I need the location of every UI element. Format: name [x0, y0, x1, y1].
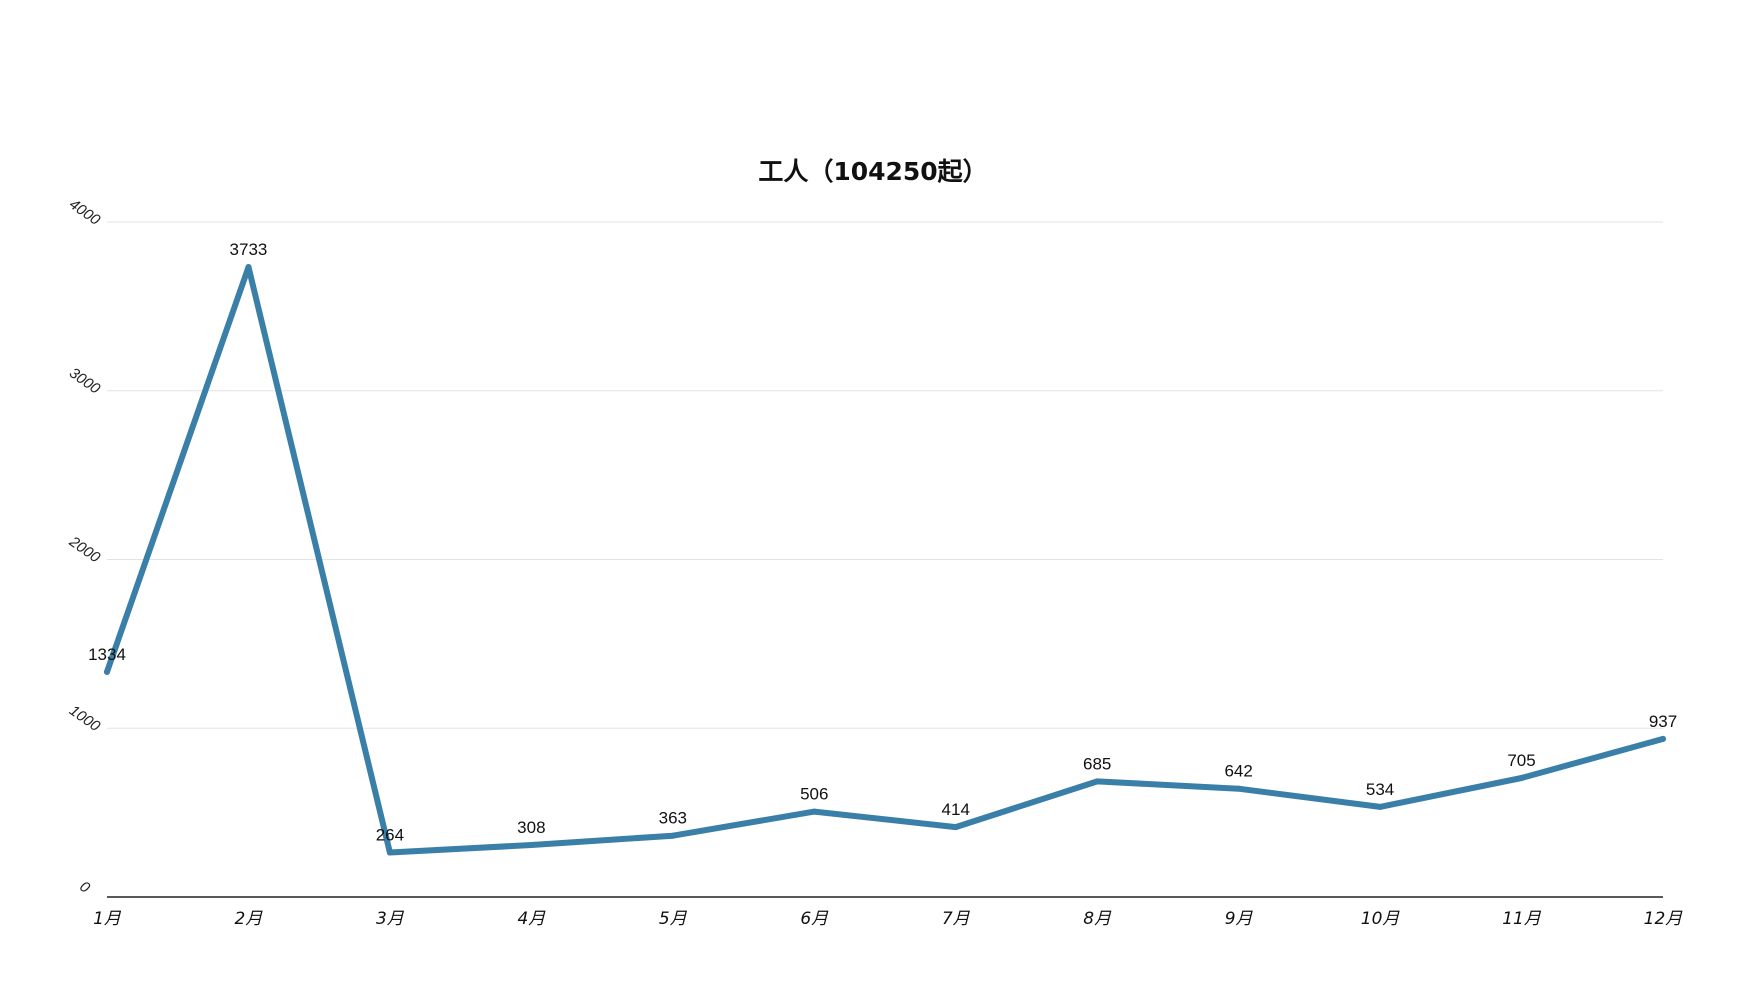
data-label: 1334: [88, 645, 126, 664]
data-point: [669, 832, 676, 839]
data-label: 3733: [230, 240, 268, 259]
data-point: [811, 808, 818, 815]
data-point: [386, 849, 393, 856]
x-axis-ticks: 1月 2月 3月 4月 5月 6月 7月 8月 9月 10月 11月 12月: [93, 909, 1683, 929]
series-line: [104, 264, 1666, 856]
data-point: [528, 842, 535, 849]
x-tick-label: 10月: [1361, 909, 1401, 929]
x-tick-label: 1月: [93, 909, 122, 929]
y-axis-ticks: 0 1000 2000 3000 4000: [65, 196, 103, 897]
y-tick-label: 2000: [65, 533, 103, 567]
x-tick-label: 7月: [942, 909, 971, 929]
data-labels: 1334 3733 264 308 363 506 414 685 642 534 705 937: [88, 240, 1677, 844]
data-point: [1660, 735, 1666, 742]
data-points: [104, 264, 1666, 856]
data-point: [245, 264, 252, 271]
chart-title: 工人（104250起）: [758, 157, 987, 186]
data-label: 363: [659, 809, 687, 828]
data-point: [1377, 803, 1384, 810]
data-label: 264: [376, 825, 404, 844]
x-tick-label: 11月: [1502, 909, 1542, 929]
y-tick-label: 4000: [66, 196, 104, 229]
x-tick-label: 12月: [1644, 909, 1684, 929]
y-tick-label: 1000: [66, 702, 104, 735]
data-label: 937: [1649, 712, 1677, 731]
x-tick-label: 3月: [376, 909, 405, 929]
x-tick-label: 6月: [800, 909, 829, 929]
data-label: 308: [517, 818, 545, 837]
x-tick-label: 9月: [1225, 909, 1254, 929]
data-point: [1235, 785, 1242, 792]
data-point: [1094, 778, 1101, 785]
x-tick-label: 2月: [235, 909, 264, 929]
data-point: [1518, 775, 1525, 782]
data-label: 685: [1083, 754, 1111, 773]
data-label: 506: [800, 785, 828, 804]
gridlines: [107, 221, 1663, 729]
data-label: 705: [1507, 751, 1535, 770]
y-tick-label: 0: [76, 878, 93, 897]
y-tick-label: 3000: [66, 365, 104, 398]
data-point: [952, 824, 959, 831]
x-tick-label: 5月: [659, 909, 688, 929]
data-label: 414: [942, 800, 970, 819]
x-tick-label: 8月: [1083, 909, 1112, 929]
data-label: 534: [1366, 780, 1394, 799]
x-tick-label: 4月: [517, 909, 546, 929]
data-label: 642: [1224, 762, 1252, 781]
data-point: [104, 668, 110, 675]
